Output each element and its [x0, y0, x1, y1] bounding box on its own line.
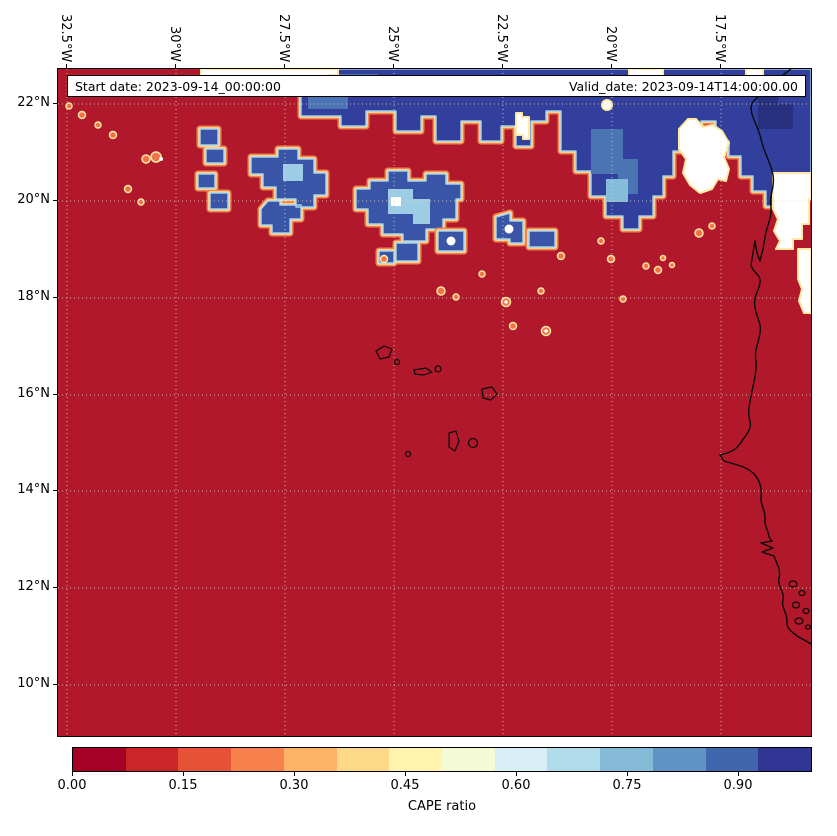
colorbar-segment — [389, 748, 443, 771]
colorbar — [72, 747, 812, 772]
colorbar-tick-label: 0.75 — [612, 778, 642, 793]
y-tick-mark — [53, 394, 57, 395]
x-tick-label: 30°W — [167, 26, 182, 62]
x-tick-mark — [393, 64, 394, 68]
colorbar-tick-mark — [405, 772, 406, 776]
colorbar-tick-label: 0.30 — [279, 778, 309, 793]
colorbar-ticks: 0.00 0.15 0.30 0.45 0.60 0.75 0.90 — [58, 772, 812, 798]
orange-speckles — [65, 102, 716, 337]
colorbar-segment — [494, 748, 548, 771]
colorbar-label: CAPE ratio — [407, 799, 477, 814]
x-tick-mark — [611, 64, 612, 68]
y-tick-label: 22°N — [17, 95, 50, 110]
colorbar-segment — [283, 748, 337, 771]
colorbar-segment — [73, 748, 126, 771]
x-tick-mark — [284, 64, 285, 68]
y-tick-label: 20°N — [17, 192, 50, 207]
y-tick-mark — [53, 684, 57, 685]
y-tick-mark — [53, 490, 57, 491]
y-tick-label: 12°N — [17, 579, 50, 594]
colorbar-tick-mark — [738, 772, 739, 776]
valid-date-text: Valid_date: 2023-09-14T14:00:00.00 — [568, 78, 798, 94]
y-tick-mark — [53, 103, 57, 104]
colorbar-tick-mark — [72, 772, 73, 776]
cape-verde-islands — [375, 345, 498, 458]
colorbar-segment — [600, 748, 653, 771]
colorbar-segment — [652, 748, 706, 771]
coastal-islands — [788, 580, 811, 630]
x-tick-label: 32.5°W — [58, 13, 73, 62]
colorbar-segment — [547, 748, 601, 771]
colorbar-segment — [758, 748, 812, 771]
graticule — [58, 69, 811, 736]
x-tick-label: 17.5°W — [712, 13, 727, 62]
map-canvas: Start date: 2023-09-14_00:00:00 Valid_da… — [57, 68, 812, 737]
x-tick-mark — [502, 64, 503, 68]
start-date-text: Start date: 2023-09-14_00:00:00 — [75, 78, 281, 94]
annotation-band: Start date: 2023-09-14_00:00:00 Valid_da… — [67, 75, 806, 97]
colorbar-tick-label: 0.00 — [57, 778, 87, 793]
colorbar-segment — [442, 748, 495, 771]
x-tick-label: 27.5°W — [276, 13, 291, 62]
colorbar-segment — [705, 748, 759, 771]
coastline — [719, 69, 811, 645]
colorbar-tick-mark — [183, 772, 184, 776]
colorbar-tick-mark — [627, 772, 628, 776]
colorbar-segment — [231, 748, 284, 771]
y-tick-mark — [53, 297, 57, 298]
colorbar-tick-label: 0.15 — [168, 778, 198, 793]
colorbar-tick-label: 0.60 — [501, 778, 531, 793]
colorbar-tick-label: 0.45 — [390, 778, 420, 793]
x-tick-label: 20°W — [603, 26, 618, 62]
y-tick-mark — [53, 587, 57, 588]
colorbar-tick-mark — [516, 772, 517, 776]
colorbar-tick-label: 0.90 — [723, 778, 753, 793]
cape-ratio-field — [58, 69, 811, 736]
colorbar-tick-mark — [294, 772, 295, 776]
y-tick-mark — [53, 200, 57, 201]
colorbar-segment — [178, 748, 232, 771]
colorbar-segment — [336, 748, 390, 771]
y-tick-label: 16°N — [17, 386, 50, 401]
x-tick-label: 22.5°W — [494, 13, 509, 62]
y-tick-label: 10°N — [17, 676, 50, 691]
x-tick-mark — [66, 64, 67, 68]
convective-cells — [198, 129, 555, 263]
y-tick-label: 18°N — [17, 289, 50, 304]
colorbar-segment — [125, 748, 179, 771]
y-tick-label: 14°N — [17, 482, 50, 497]
x-axis: 32.5°W 30°W 27.5°W 25°W 22.5°W 20°W 17.5… — [0, 0, 837, 68]
x-tick-mark — [175, 64, 176, 68]
x-tick-label: 25°W — [385, 26, 400, 62]
x-tick-mark — [720, 64, 721, 68]
